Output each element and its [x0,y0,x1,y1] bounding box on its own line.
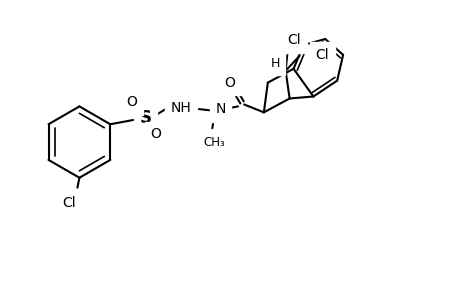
Text: CH₃: CH₃ [203,136,225,149]
Text: NH: NH [170,101,190,116]
Text: S: S [140,109,151,127]
Text: Cl: Cl [62,196,76,210]
Text: O: O [224,76,235,90]
Text: O: O [150,127,161,141]
Text: N: N [215,102,225,116]
Text: Cl: Cl [315,48,328,62]
Text: Cl: Cl [287,33,301,47]
Text: H: H [270,57,279,70]
Text: O: O [126,95,137,110]
